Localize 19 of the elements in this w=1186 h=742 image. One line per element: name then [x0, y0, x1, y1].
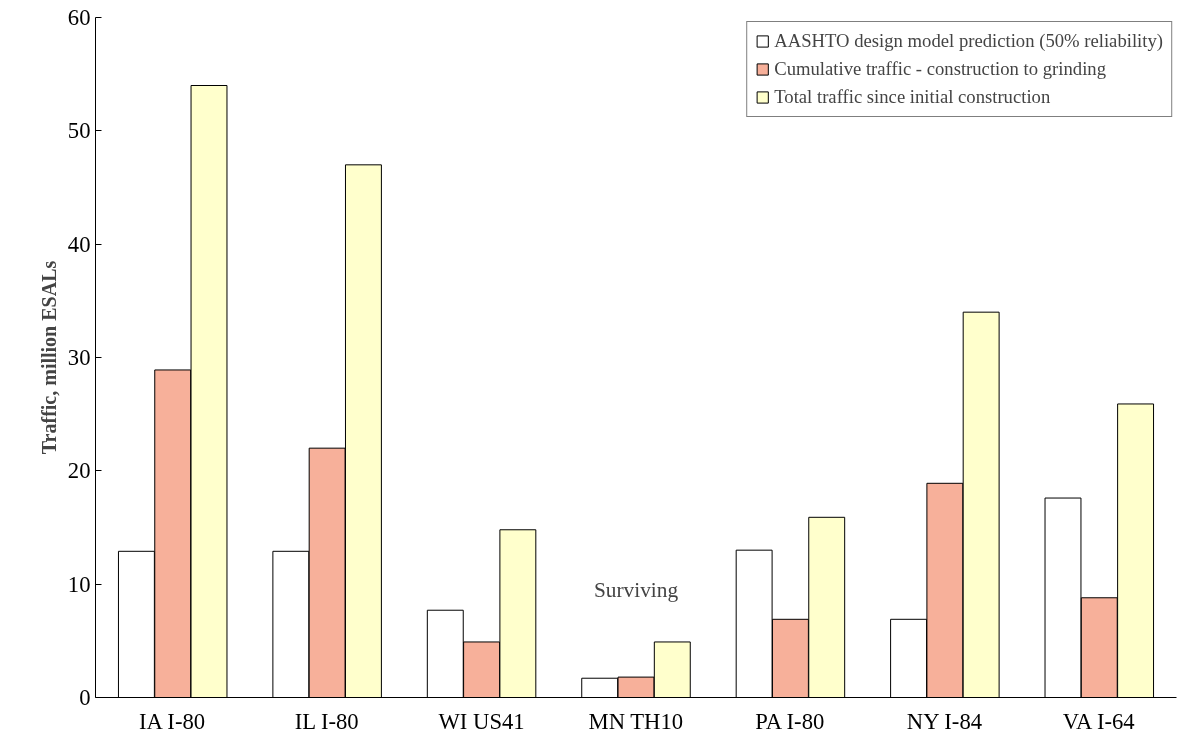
x-tick-label: PA I-80 [755, 708, 825, 734]
y-tick-label: 50 [67, 118, 91, 144]
y-tick-label: 30 [67, 345, 91, 370]
x-tick-label: IA I-80 [139, 708, 206, 734]
y-tick-label: 10 [67, 571, 91, 597]
y-tick-label: 60 [67, 5, 91, 30]
x-tick-label: IL I-80 [294, 708, 359, 734]
x-tick-label: MN TH10 [588, 708, 684, 734]
x-tick-label: NY I-84 [906, 708, 983, 734]
legend-label: Cumulative traffic - construction to grinding [774, 58, 1106, 80]
y-tick-label: 20 [67, 458, 91, 484]
legend-label: Total traffic since initial construction [774, 86, 1051, 108]
y-tick-label: 0 [79, 685, 91, 710]
y-axis-title: Traffic, million ESALs [37, 260, 60, 455]
y-tick-label: 40 [67, 231, 91, 257]
x-tick-label: WI US41 [438, 708, 525, 734]
legend-label: AASHTO design model prediction (50% reliability) [774, 30, 1163, 52]
x-tick-label: VA I-64 [1062, 708, 1135, 734]
annotation: Surviving [593, 578, 679, 603]
